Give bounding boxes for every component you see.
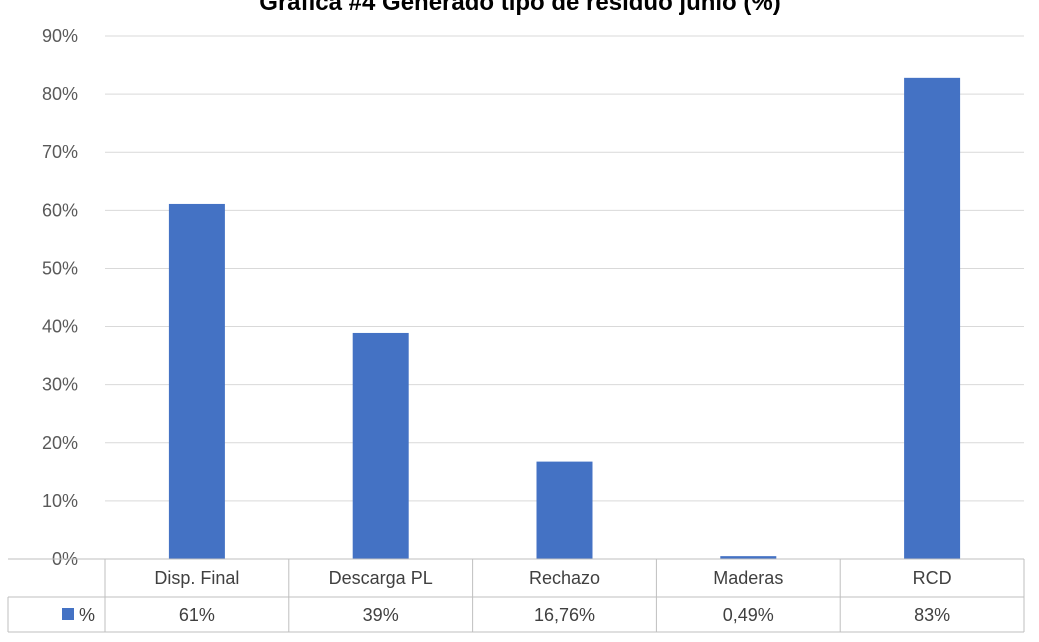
category-label: Rechazo bbox=[529, 568, 600, 588]
bar bbox=[536, 461, 593, 559]
y-tick-label: 10% bbox=[42, 491, 78, 511]
category-label: Maderas bbox=[713, 568, 783, 588]
legend-key bbox=[62, 608, 74, 620]
y-tick-label: 30% bbox=[42, 375, 78, 395]
bar bbox=[352, 332, 409, 559]
bars bbox=[168, 77, 961, 560]
data-table: Disp. Final 61% Descarga PL 39% Rechazo 16,76… bbox=[7, 558, 1025, 633]
y-tick-label: 40% bbox=[42, 317, 78, 337]
y-tick-label: 60% bbox=[42, 200, 78, 220]
y-tick-label: 80% bbox=[42, 84, 78, 104]
bar bbox=[904, 77, 961, 559]
bar bbox=[720, 556, 777, 559]
gridlines bbox=[105, 35, 1024, 502]
y-tick-label: 90% bbox=[42, 26, 78, 46]
category-label: Descarga PL bbox=[329, 568, 433, 588]
y-tick-label: 70% bbox=[42, 142, 78, 162]
data-label: 0,49% bbox=[723, 605, 774, 625]
y-tick-label: 20% bbox=[42, 433, 78, 453]
chart-title: Gráfica #4 Generado tipo de residuo juni… bbox=[259, 0, 780, 16]
category-label: Disp. Final bbox=[154, 568, 239, 588]
legend-series-name: % bbox=[79, 605, 95, 625]
y-tick-label: 50% bbox=[42, 258, 78, 278]
data-label: 61% bbox=[179, 605, 215, 625]
category-label: RCD bbox=[913, 568, 952, 588]
bar bbox=[168, 203, 225, 560]
data-label: 39% bbox=[363, 605, 399, 625]
data-label: 16,76% bbox=[534, 605, 595, 625]
y-axis-ticks: 0%10%20%30%40%50%60%70%80%90% bbox=[42, 26, 78, 569]
data-label: 83% bbox=[914, 605, 950, 625]
